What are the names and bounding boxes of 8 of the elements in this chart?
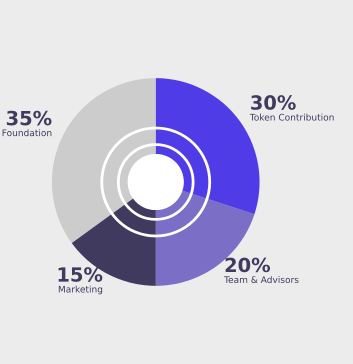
data-label: 35%: [6, 110, 52, 126]
data-label: 20%: [226, 258, 270, 272]
slice-label: Marketing: [58, 286, 102, 294]
slice-label: Team & Advisors: [224, 276, 299, 284]
data-label: 15%: [58, 267, 102, 282]
slice-label: Token Contribution: [250, 114, 334, 121]
data-label: 30%: [251, 95, 296, 110]
slice-label: Foundation: [2, 129, 52, 136]
